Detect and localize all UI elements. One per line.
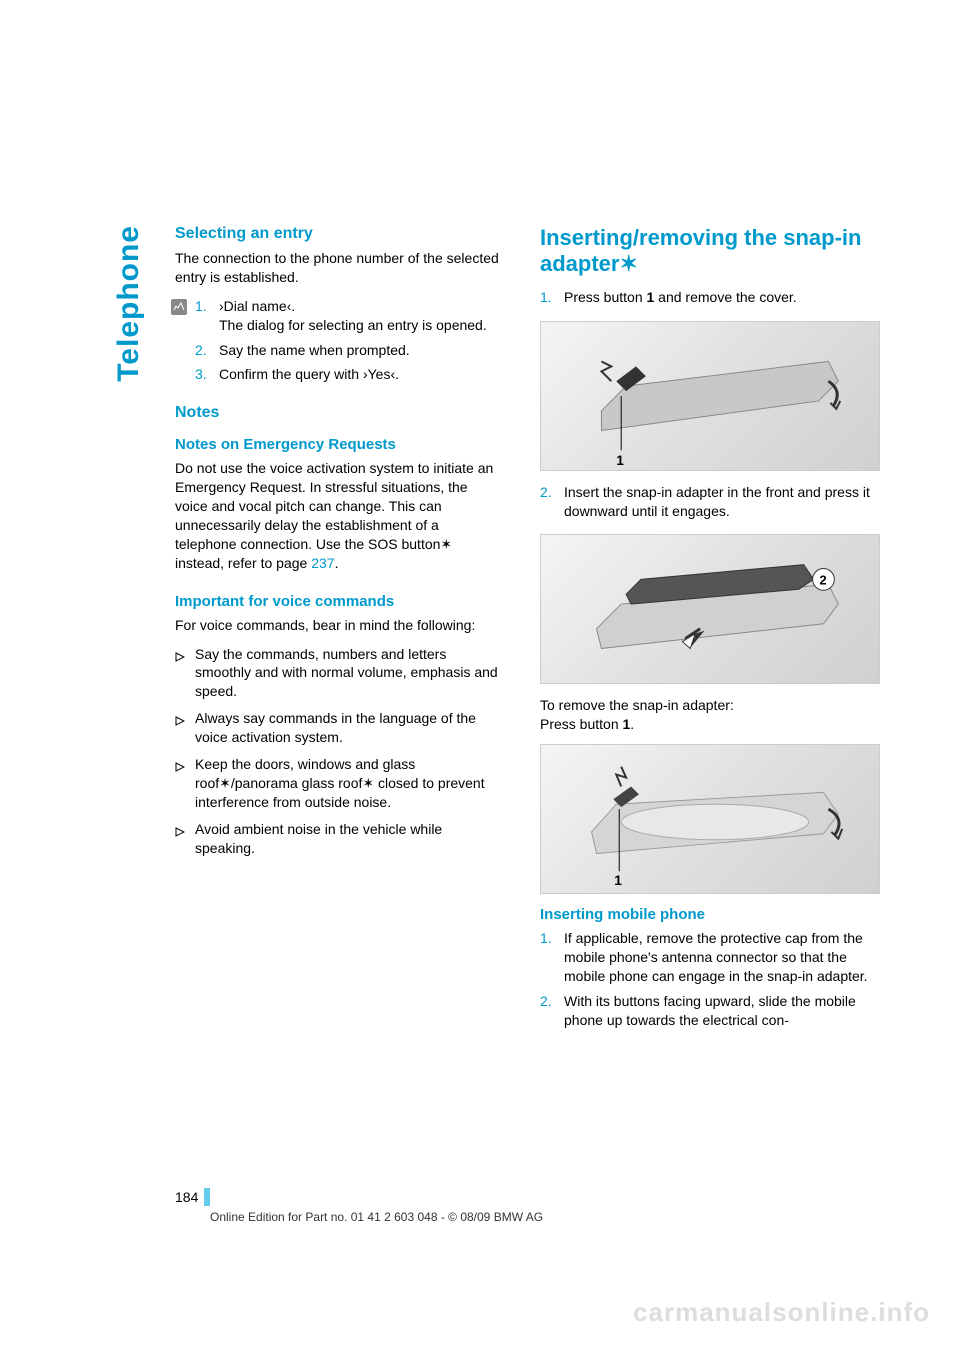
step-row: 1. If applicable, remove the protective … [540, 929, 880, 986]
step-text: If applicable, remove the protective cap… [564, 929, 880, 986]
page-link-237[interactable]: 237 [311, 555, 334, 571]
right-column: Inserting/removing the snap-in adapter✶ … [540, 225, 880, 1044]
section-tab: Telephone [112, 225, 146, 382]
step-text: Insert the snap-in adapter in the front … [564, 483, 880, 521]
heading-selecting-entry: Selecting an entry [175, 225, 500, 243]
voice-command-icon [171, 299, 187, 315]
bullet-row: Keep the doors, windows and glass roof✶/… [175, 755, 500, 812]
heading-snap-in-adapter: Inserting/removing the snap-in adapter✶ [540, 225, 880, 278]
two-column-layout: Selecting an entry The connection to the… [175, 225, 880, 1044]
step-row: 3. Confirm the query with ›Yes‹. [195, 365, 500, 384]
step-number: 3. [195, 365, 219, 384]
figure-insert-adapter: 2 [540, 534, 880, 684]
selecting-entry-steps: 1. ›Dial name‹. The dialog for selecting… [195, 297, 500, 385]
step-row: 1. ›Dial name‹. The dialog for selecting… [171, 297, 500, 335]
emergency-body: Do not use the voice activation system t… [175, 459, 500, 572]
triangle-bullet-icon [175, 755, 195, 812]
step-number: 2. [195, 341, 219, 360]
bullet-row: Always say commands in the language of t… [175, 709, 500, 747]
step-number: 2. [540, 992, 564, 1030]
heading-voice-commands: Important for voice commands [175, 593, 500, 610]
figure-remove-cover: 1 [540, 321, 880, 471]
page-number-block: 184 [175, 1188, 210, 1206]
bullet-text: Keep the doors, windows and glass roof✶/… [195, 755, 500, 812]
step-number: 1. [540, 929, 564, 986]
page-number: 184 [175, 1189, 198, 1205]
step-row: 1. Press button 1 and remove the cover. [540, 288, 880, 307]
step-text: Confirm the query with ›Yes‹. [219, 365, 500, 384]
page-content: Telephone Selecting an entry The connect… [0, 0, 960, 1044]
step-text: Press button 1 and remove the cover. [564, 288, 880, 307]
selecting-entry-intro: The connection to the phone number of th… [175, 249, 500, 287]
bullet-text: Say the commands, numbers and letters sm… [195, 645, 500, 702]
bullet-row: Say the commands, numbers and letters sm… [175, 645, 500, 702]
svg-text:1: 1 [616, 452, 624, 468]
triangle-bullet-icon [175, 820, 195, 858]
step-text: ›Dial name‹. The dialog for selecting an… [219, 297, 500, 335]
step-text: Say the name when prompted. [219, 341, 500, 360]
step-number: 1. [540, 288, 564, 307]
remove-intro: To remove the snap-in adapter: Press but… [540, 696, 880, 734]
snapin-step1: 1. Press button 1 and remove the cover. [540, 288, 880, 307]
triangle-bullet-icon [175, 709, 195, 747]
step-row: 2. With its buttons facing upward, slide… [540, 992, 880, 1030]
inserting-phone-steps: 1. If applicable, remove the protective … [540, 929, 880, 1029]
heading-emergency: Notes on Emergency Requests [175, 436, 500, 453]
watermark: carmanualsonline.info [633, 1297, 930, 1328]
snapin-step2: 2. Insert the snap-in adapter in the fro… [540, 483, 880, 521]
step-row: 2. Say the name when prompted. [195, 341, 500, 360]
step-row: 2. Insert the snap-in adapter in the fro… [540, 483, 880, 521]
bullet-text: Avoid ambient noise in the vehicle while… [195, 820, 500, 858]
step-text: With its buttons facing upward, slide th… [564, 992, 880, 1030]
svg-text:2: 2 [820, 573, 827, 588]
step-number: 1. [195, 297, 219, 335]
step-number: 2. [540, 483, 564, 521]
voice-bullets: Say the commands, numbers and letters sm… [175, 645, 500, 858]
bullet-text: Always say commands in the language of t… [195, 709, 500, 747]
voice-intro: For voice commands, bear in mind the fol… [175, 616, 500, 635]
triangle-bullet-icon [175, 645, 195, 702]
page-number-bar-icon [204, 1188, 210, 1206]
svg-text:1: 1 [614, 872, 622, 888]
figure-remove-adapter: 1 [540, 744, 880, 894]
bullet-row: Avoid ambient noise in the vehicle while… [175, 820, 500, 858]
heading-notes: Notes [175, 404, 500, 422]
heading-inserting-phone: Inserting mobile phone [540, 906, 880, 923]
left-column: Selecting an entry The connection to the… [175, 225, 500, 1044]
footer-text: Online Edition for Part no. 01 41 2 603 … [210, 1210, 543, 1224]
